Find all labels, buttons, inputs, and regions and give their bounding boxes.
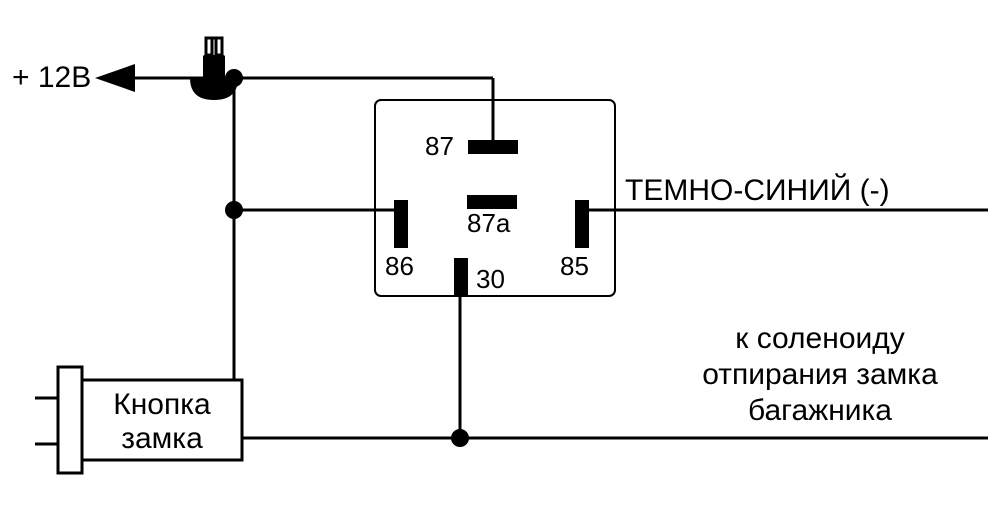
junction-mid xyxy=(225,201,243,219)
power-arrow xyxy=(95,64,135,92)
solenoid-label-3: багажника xyxy=(748,394,892,427)
button-plate xyxy=(58,367,82,473)
pin-86-label: 86 xyxy=(385,251,414,281)
pin-30-label: 30 xyxy=(476,264,505,294)
button-label-1: Кнопка xyxy=(113,388,211,421)
pin-30-bar xyxy=(454,258,468,296)
button-tube xyxy=(35,398,58,444)
solenoid-label-1: к соленоиду xyxy=(735,322,905,355)
pin-86-bar xyxy=(394,200,408,248)
wiring-diagram: 87 87a 86 85 30 + 12В ТЕМНО-СИНИЙ (-) к … xyxy=(0,0,1000,510)
power-label: + 12В xyxy=(12,61,91,94)
fuse-symbol xyxy=(190,38,238,100)
button-label-2: замка xyxy=(121,422,203,455)
pin-85-label: 85 xyxy=(560,251,589,281)
solenoid-label-2: отпирания замка xyxy=(702,358,938,391)
pin-85-bar xyxy=(575,200,589,248)
pin-87-bar xyxy=(468,140,518,154)
junction-bottom xyxy=(451,429,469,447)
pin-87a-bar xyxy=(467,195,517,209)
pin-87-label: 87 xyxy=(425,131,454,161)
dark-blue-label: ТЕМНО-СИНИЙ (-) xyxy=(625,173,890,207)
pin-87a-label: 87a xyxy=(467,208,511,238)
